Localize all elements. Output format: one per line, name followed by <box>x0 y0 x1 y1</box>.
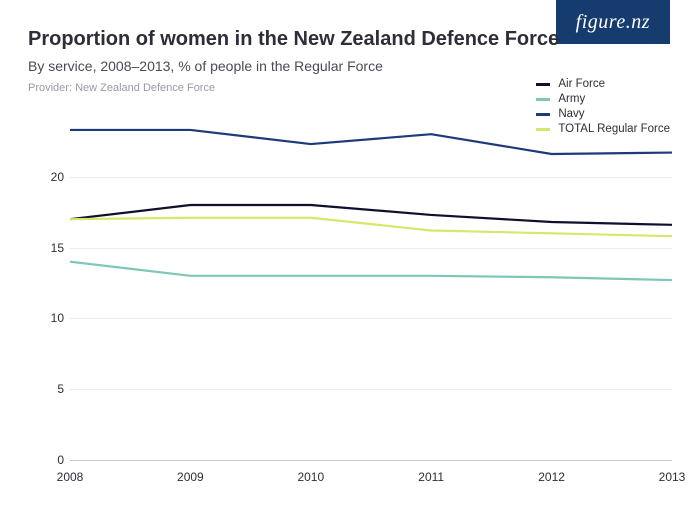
legend-label: Navy <box>558 108 584 120</box>
x-tick-label: 2009 <box>177 470 204 484</box>
chart-subtitle: By service, 2008–2013, % of people in th… <box>28 58 383 74</box>
chart-provider: Provider: New Zealand Defence Force <box>28 82 215 94</box>
series-line <box>70 205 672 225</box>
x-tick-label: 2010 <box>297 470 324 484</box>
x-tick-label: 2013 <box>659 470 686 484</box>
x-tick-label: 2012 <box>538 470 565 484</box>
x-tick-label: 2011 <box>418 470 444 484</box>
legend-label: Army <box>558 93 585 105</box>
series-line <box>70 262 672 280</box>
brand-label: figure.nz <box>576 11 650 34</box>
brand-tab: figure.nz <box>556 0 670 44</box>
legend-item: Air Force <box>536 78 670 90</box>
plot-svg <box>28 120 674 462</box>
legend-item: Navy <box>536 108 670 120</box>
chart-area: 05101520200820092010201120122013 <box>28 120 672 500</box>
legend-swatch <box>536 98 550 101</box>
legend-item: Army <box>536 93 670 105</box>
x-tick-label: 2008 <box>57 470 84 484</box>
legend-swatch <box>536 113 550 116</box>
series-line <box>70 218 672 236</box>
legend-swatch <box>536 83 550 86</box>
series-line <box>70 130 672 154</box>
legend-label: Air Force <box>558 78 605 90</box>
chart-title: Proportion of women in the New Zealand D… <box>28 28 559 51</box>
